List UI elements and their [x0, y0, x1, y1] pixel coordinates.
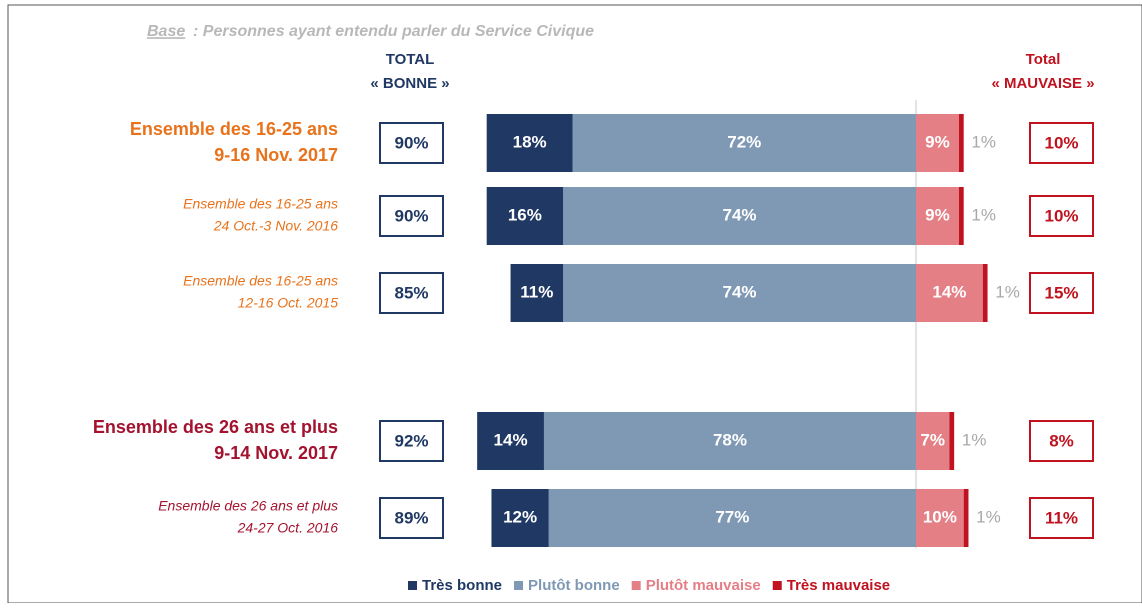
total-mauvaise-box: [1029, 420, 1094, 462]
value-label: 9%: [925, 132, 950, 151]
legend-swatch: [631, 581, 641, 590]
total-mauvaise-label: 10%: [1044, 133, 1078, 152]
legend-label: Très mauvaise: [787, 577, 890, 594]
value-label: 14%: [494, 430, 528, 449]
value-label: 7%: [920, 430, 945, 449]
base-label: Base: [147, 23, 185, 40]
legend-label: Plutôt bonne: [528, 577, 620, 594]
value-label: 1%: [995, 282, 1020, 301]
value-label: 12%: [503, 507, 537, 526]
value-label: 74%: [722, 205, 756, 224]
bar-segment: [491, 489, 549, 547]
value-label: 1%: [971, 205, 996, 224]
value-label: 18%: [513, 132, 547, 151]
total-bonne-box: [379, 272, 444, 314]
total-bonne-label: 92%: [394, 431, 428, 450]
category-label: 12-16 Oct. 2015: [238, 295, 339, 311]
bar-segment: [958, 114, 964, 172]
bar-segment: [916, 114, 959, 172]
bar-segment: [916, 489, 964, 547]
total-mauvaise-label: 8%: [1049, 431, 1074, 450]
category-label: Ensemble des 26 ans et plus: [158, 498, 338, 514]
total-bonne-label: 90%: [394, 206, 428, 225]
total-bonne-label: 89%: [394, 508, 428, 527]
category-label: 9-14 Nov. 2017: [214, 443, 338, 463]
total-mauvaise-header: Total: [1026, 51, 1061, 68]
legend-swatch: [408, 581, 417, 590]
value-label: 1%: [962, 430, 987, 449]
value-label: 77%: [715, 507, 749, 526]
value-label: 9%: [925, 205, 950, 224]
category-label: 24-27 Oct. 2016: [237, 520, 339, 536]
legend-swatch: [772, 581, 782, 590]
value-label: 1%: [976, 507, 1001, 526]
total-bonne-header: TOTAL: [386, 51, 435, 68]
category-label: 24 Oct.-3 Nov. 2016: [213, 218, 338, 234]
category-label: Ensemble des 16-25 ans: [183, 196, 338, 212]
value-label: 74%: [722, 282, 756, 301]
total-bonne-box: [379, 195, 444, 237]
value-label: 72%: [727, 132, 761, 151]
bar-segment: [916, 412, 950, 470]
total-mauvaise-box: [1029, 195, 1094, 237]
total-mauvaise-label: 10%: [1044, 206, 1078, 225]
total-mauvaise-label: 15%: [1044, 283, 1078, 302]
bar-segment: [563, 264, 916, 322]
bar-segment: [916, 187, 959, 245]
total-bonne-label: 90%: [394, 133, 428, 152]
bar-segment: [510, 264, 564, 322]
bar-segment: [477, 412, 544, 470]
bar-segment: [548, 489, 916, 547]
category-label: Ensemble des 16-25 ans: [183, 273, 338, 289]
total-bonne-label: 85%: [394, 283, 428, 302]
category-label: Ensemble des 26 ans et plus: [93, 417, 338, 437]
bar-segment: [949, 412, 955, 470]
total-bonne-box: [379, 122, 444, 164]
bar-segment: [572, 114, 916, 172]
bar-segment: [486, 114, 573, 172]
value-label: 78%: [713, 430, 747, 449]
total-mauvaise-box: [1029, 122, 1094, 164]
bar-segment: [982, 264, 988, 322]
bar-segment: [563, 187, 916, 245]
total-mauvaise-box: [1029, 272, 1094, 314]
legend-label: Plutôt mauvaise: [646, 577, 761, 594]
total-mauvaise-header: « MAUVAISE »: [991, 75, 1094, 92]
total-bonne-box: [379, 420, 444, 462]
bar-segment: [963, 489, 969, 547]
bar-segment: [543, 412, 916, 470]
total-bonne-header: « BONNE »: [370, 75, 449, 92]
total-bonne-box: [379, 497, 444, 539]
value-label: 14%: [932, 282, 966, 301]
legend-swatch: [514, 581, 524, 590]
value-label: 11%: [520, 282, 553, 301]
value-label: 16%: [508, 205, 542, 224]
value-label: 10%: [923, 507, 957, 526]
category-label: 9-16 Nov. 2017: [214, 145, 338, 165]
subtitle: : Personnes ayant entendu parler du Serv…: [193, 23, 594, 40]
value-label: 1%: [971, 132, 996, 151]
bar-segment: [486, 187, 564, 245]
category-label: Ensemble des 16-25 ans: [130, 119, 338, 139]
legend-label: Très bonne: [422, 577, 502, 594]
total-mauvaise-label: 11%: [1045, 508, 1078, 527]
bar-segment: [958, 187, 964, 245]
total-mauvaise-box: [1029, 497, 1094, 539]
bar-segment: [916, 264, 983, 322]
